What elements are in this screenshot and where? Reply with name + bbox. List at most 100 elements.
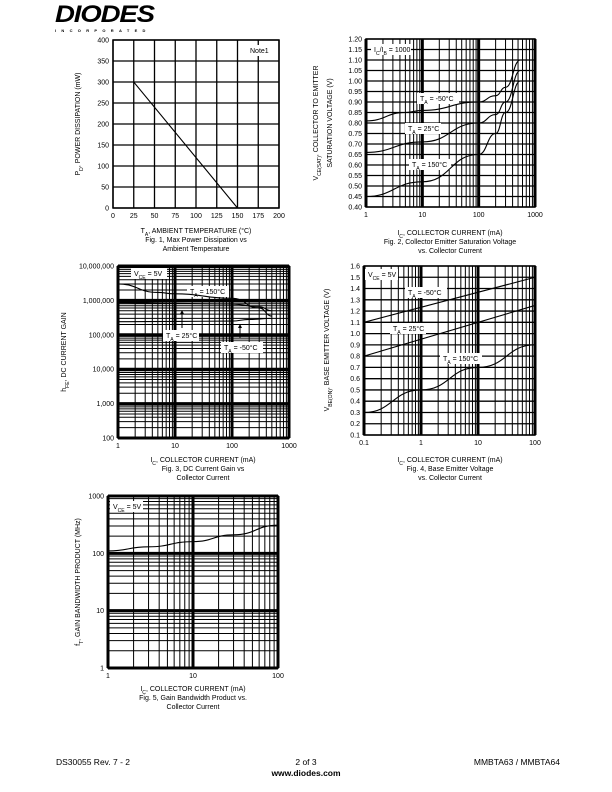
x-tick-label: 150 [232,213,244,220]
y-tick-label: 0.50 [348,184,362,191]
annotation-label-part: = 150°C [198,288,226,296]
annotation-background [440,353,482,364]
x-tick-label: 100 [190,213,202,220]
annotation-label: TA = 25°C [166,332,197,343]
series-line-1 [365,59,521,122]
annotation-background [409,159,451,170]
figure-2: 1 10 100 1000 0.40 0.45 0.50 0.55 0.60 0.65 0.70 0.… [313,37,543,256]
y-axis-label-part: FE [65,381,71,388]
series-line-1 [107,524,279,552]
y-tick-label: 1.0 [350,331,360,338]
annotation-label-part: V [368,272,373,279]
x-tick-label: 1 [116,443,120,450]
annotation-background [163,330,199,341]
y-tick-label: 300 [97,80,109,87]
y-tick-label: 0 [105,206,109,213]
footer-doc-id: DS30055 Rev. 7 - 2 [56,757,131,767]
x-axis-label: IC, COLLECTOR CURRENT (mA) [397,230,502,240]
y-axis-label-part: , POWER DISSIPATION (mW) [75,73,82,168]
annotation-label-part: Note1 [250,48,269,55]
annotation-background [405,123,441,134]
y-tick-label: 1.00 [348,79,362,86]
x-tick-label: 100 [529,440,541,447]
annotation-background [110,501,143,512]
annotation-label: VCE = 5V [134,271,163,281]
y-axis-label-part: f [75,644,82,646]
y-tick-label: 0.2 [350,421,360,428]
y-tick-label: 1,000,000 [83,298,114,305]
y-tick-label: 1.10 [348,58,362,65]
y-axis-label-part: CE(SAT) [317,156,323,176]
annotation-label: TA = -50°C [420,95,454,106]
annotation-label-part: I [374,47,376,54]
series-line-2 [117,302,272,312]
annotation-label-part: = 1000 [387,47,411,54]
y-tick-label: 0.80 [348,121,362,128]
series-line-3 [363,344,536,414]
y-tick-label: 1.05 [348,68,362,75]
y-tick-label: 1.2 [350,309,360,316]
x-axis-label-part: , COLLECTOR CURRENT (mA) [146,686,246,693]
annotation-label-part: = 5V [380,272,397,279]
series-line-1 [363,276,536,323]
footer-url[interactable]: www.diodes.com [271,768,341,778]
x-tick-label: 125 [211,213,223,220]
annotation-label: VCE = 5V [113,504,142,514]
x-tick-label: 0.1 [359,440,369,447]
y-tick-label: 10,000,000 [79,264,114,271]
y-axis-label: SATURATION VOLTAGE (V) [327,78,334,167]
annotation-label-part: T [420,96,425,103]
y-axis-label-part: , DC CURRENT GAIN [61,312,68,381]
figure-1: 0 25 50 75 100 125 150 175 200 0 50 100 150 200 250 300… [75,38,285,254]
annotation-label-part: = 150°C [420,161,448,169]
y-tick-label: 0.75 [348,131,362,138]
y-tick-label: 1 [100,666,104,673]
figure-5: 1 10 100 1 10 100 1000 VCE = 5V fT, GAIN BANDWID… [75,494,284,712]
figure-caption: vs. Collector Current [418,248,482,255]
y-tick-label: 0.4 [350,399,360,406]
annotation-label: IC/IB = 1000 [374,47,411,57]
y-axis-label: VCE(SAT), COLLECTOR TO EMITTER [313,65,323,180]
y-tick-label: 1,000 [96,401,114,408]
series-line-3 [365,80,521,198]
series-line-1 [113,81,238,209]
x-tick-label: 1 [419,440,423,447]
annotation-label-part: B [383,51,387,57]
y-tick-label: 0.9 [350,342,360,349]
y-tick-label: 1.15 [348,47,362,54]
y-tick-label: 1000 [88,494,104,501]
annotation-label-part: T [190,289,195,296]
x-tick-label: 10 [474,440,482,447]
annotation-label-part: = -50°C [416,289,442,297]
figure-caption: Collector Current [167,704,220,711]
x-tick-label: 175 [252,213,264,220]
annotation-label-part: T [166,333,171,340]
y-tick-label: 200 [97,122,109,129]
annotation-label-part: T [408,290,413,297]
annotation-background [221,342,263,353]
y-axis-label-part: , GAIN BANDWIDTH PRODUCT (MHz) [75,518,82,641]
annotation-label-part: = -50°C [232,344,258,352]
annotation-label-part: = 5V [146,271,163,278]
annotation-label-part: V [134,271,139,278]
figure-caption: vs. Collector Current [418,475,482,482]
grid [112,39,280,209]
x-axis-label: IC, COLLECTOR CURRENT (mA) [140,686,245,696]
y-axis-label-part: SATURATION VOLTAGE (V) [327,78,334,167]
y-axis-label: fT, GAIN BANDWIDTH PRODUCT (MHz) [75,518,85,646]
y-axis-label-part: P [75,170,82,175]
x-tick-label: 200 [273,213,285,220]
y-axis-label-part: T [79,641,85,644]
annotation-label-part: A [447,360,451,366]
series-line-2 [365,69,521,153]
annotation-label-part: = 150°C [451,355,479,363]
x-tick-label: 100 [226,443,238,450]
annotation-label-part: T [412,162,417,169]
x-axis-label-part: C [152,461,156,467]
annotation-label-part: A [228,349,232,355]
y-tick-label: 0.70 [348,142,362,149]
annotation-label-part: = 5V [125,504,142,511]
x-axis-label-part: I [140,686,142,693]
annotation-label: TA = -50°C [224,344,258,355]
